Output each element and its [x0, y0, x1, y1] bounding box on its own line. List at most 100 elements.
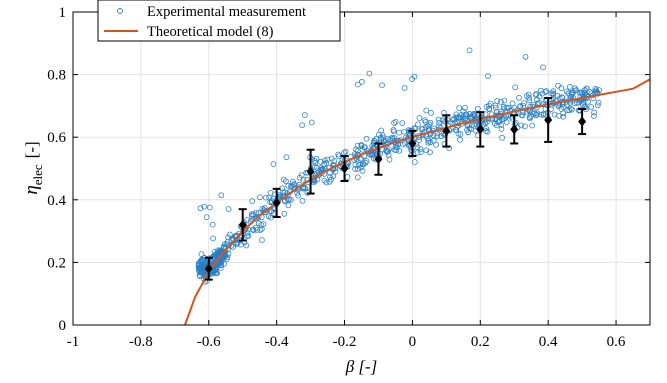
scatter-point: [592, 85, 599, 92]
scatter-point: [411, 159, 418, 165]
scatter-point: [376, 131, 382, 138]
scatter-point: [254, 227, 260, 233]
scatter-point: [468, 126, 475, 133]
scatter-point: [323, 160, 330, 166]
scatter-point: [401, 85, 408, 91]
scatter-point: [438, 133, 445, 140]
scatter-point: [300, 185, 307, 192]
scatter-point: [428, 110, 434, 116]
scatter-point: [414, 144, 421, 151]
y-axis-label-subscript: elec: [30, 164, 45, 185]
y-tick-label: 0.8: [47, 68, 66, 84]
scatter-point: [354, 174, 361, 181]
scatter-point: [503, 104, 510, 111]
scatter-point: [538, 87, 544, 94]
scatter-point: [383, 147, 389, 154]
mean-marker: [272, 197, 281, 208]
plot-frame: [72, 11, 651, 326]
x-axis-label: β [-]: [345, 357, 378, 376]
scatter-point: [538, 111, 545, 118]
scatter-point: [591, 109, 597, 116]
scatter-point: [342, 148, 349, 155]
scatter-point: [257, 194, 263, 201]
scatter-point: [555, 82, 561, 89]
scatter-point: [361, 144, 368, 150]
scatter-point: [225, 234, 231, 241]
scatter-point: [486, 105, 493, 112]
scatter-point: [434, 133, 441, 140]
x-tick-label: 0.4: [539, 334, 558, 350]
scatter-point: [265, 213, 272, 220]
x-tick-label: 0.2: [471, 334, 490, 350]
scatter-point: [560, 104, 567, 110]
scatter-point: [302, 112, 308, 118]
scatter-point: [206, 204, 213, 211]
scatter-point: [250, 211, 257, 218]
scatter-point: [560, 113, 566, 120]
scatter-point: [464, 127, 470, 133]
scatter-point: [244, 230, 251, 236]
scatter-point: [362, 159, 369, 166]
scatter-point: [224, 256, 230, 262]
scatter-point: [308, 119, 315, 126]
scatter-point: [391, 120, 397, 126]
scatter-point: [357, 161, 364, 168]
legend-label-line: Theoretical model (8): [147, 24, 274, 40]
scatter-point: [563, 88, 570, 95]
scatter-point: [379, 132, 386, 139]
scatter-point: [543, 88, 550, 94]
scatter-point: [419, 126, 426, 132]
scatter-point: [385, 152, 392, 158]
mean-marker: [408, 138, 417, 149]
scatter-point: [460, 108, 467, 115]
scatter-point: [566, 84, 573, 90]
scatter-point: [471, 110, 478, 117]
x-tick-label: -0.2: [333, 334, 357, 350]
scatter-point: [417, 146, 424, 152]
y-axis-label-unit: [-]: [22, 141, 41, 158]
scatter-point: [352, 166, 358, 172]
scatter-point: [534, 96, 540, 103]
scatter-point: [493, 108, 500, 115]
scatter-point: [519, 112, 526, 119]
scatter-point: [493, 122, 500, 129]
scatter-point: [216, 261, 223, 268]
scatter-point: [280, 176, 287, 183]
mean-marker: [374, 154, 383, 165]
scatter-point: [198, 257, 204, 264]
mean-marker: [544, 114, 553, 125]
y-tick-label: 0: [59, 318, 67, 334]
scatter-point: [408, 147, 415, 154]
scatter-point: [358, 164, 365, 171]
scatter-point: [366, 70, 373, 77]
scatter-point: [248, 213, 255, 219]
scatter-point: [250, 227, 257, 234]
scatter-point: [498, 122, 505, 128]
scatter-point: [391, 146, 398, 153]
scatter-point: [311, 164, 318, 170]
mean-marker: [238, 219, 247, 230]
scatter-point: [226, 231, 233, 238]
scatter-point: [559, 94, 566, 101]
scatter-point: [425, 139, 432, 146]
scatter-point: [595, 99, 602, 106]
scatter-point: [295, 192, 302, 199]
legend-label-scatter: Experimental measurement: [147, 4, 306, 20]
grid: [73, 12, 650, 325]
scatter-point: [484, 128, 491, 135]
y-tick-label: 0.6: [47, 130, 66, 146]
legend: Experimental measurement Theoretical mod…: [97, 0, 341, 42]
scatter-point: [253, 209, 259, 216]
scatter-point: [399, 120, 406, 126]
scatter-point: [436, 123, 442, 130]
scatter-point: [526, 97, 533, 104]
scatter-point: [435, 116, 442, 123]
scatter-point: [523, 93, 530, 99]
scatter-point: [529, 122, 535, 129]
scatter-point: [258, 222, 265, 228]
scatter-point: [462, 104, 468, 111]
scatter-point: [309, 156, 315, 163]
scatter-point: [540, 64, 546, 71]
scatter-point: [466, 47, 473, 54]
